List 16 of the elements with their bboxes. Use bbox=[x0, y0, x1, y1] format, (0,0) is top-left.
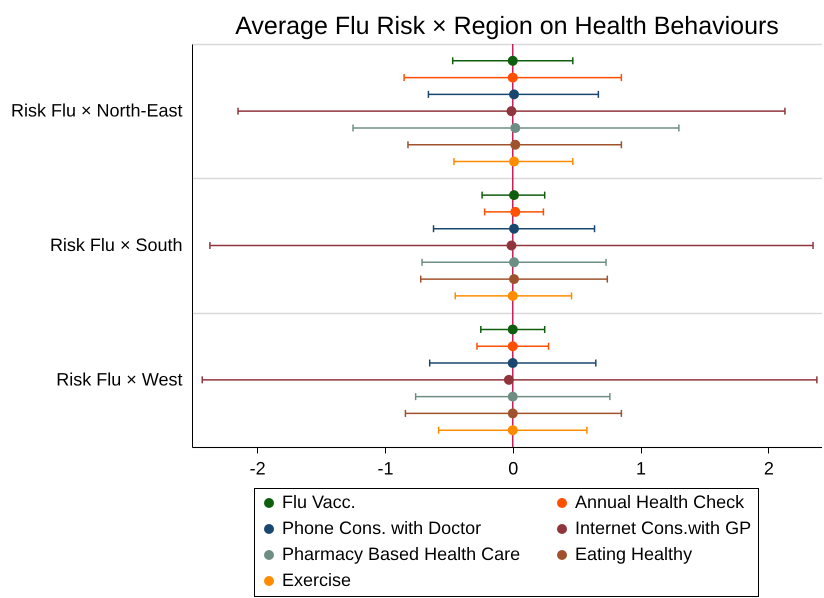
x-tick-label: -2 bbox=[250, 458, 266, 478]
x-tick-label: 1 bbox=[636, 458, 646, 478]
legend-label: Internet Cons.with GP bbox=[575, 518, 752, 538]
legend-label: Pharmacy Based Health Care bbox=[282, 544, 520, 564]
legend-label: Phone Cons. with Doctor bbox=[282, 518, 482, 538]
legend-label: Annual Health Check bbox=[575, 492, 746, 512]
chart-title: Average Flu Risk × Region on Health Behaviours bbox=[235, 12, 779, 40]
y-tick-label: Risk Flu × South bbox=[50, 235, 182, 255]
legend-label: Exercise bbox=[282, 570, 352, 590]
x-tick-label: 2 bbox=[764, 458, 774, 478]
x-tick-label: -1 bbox=[377, 458, 394, 478]
x-tick-label: 0 bbox=[508, 458, 518, 478]
y-tick-label: Risk Flu × West bbox=[56, 369, 182, 390]
legend-label: Flu Vacc. bbox=[282, 492, 356, 512]
y-tick-label: Risk Flu × North-East bbox=[10, 100, 182, 121]
legend-label: Eating Healthy bbox=[575, 544, 692, 564]
